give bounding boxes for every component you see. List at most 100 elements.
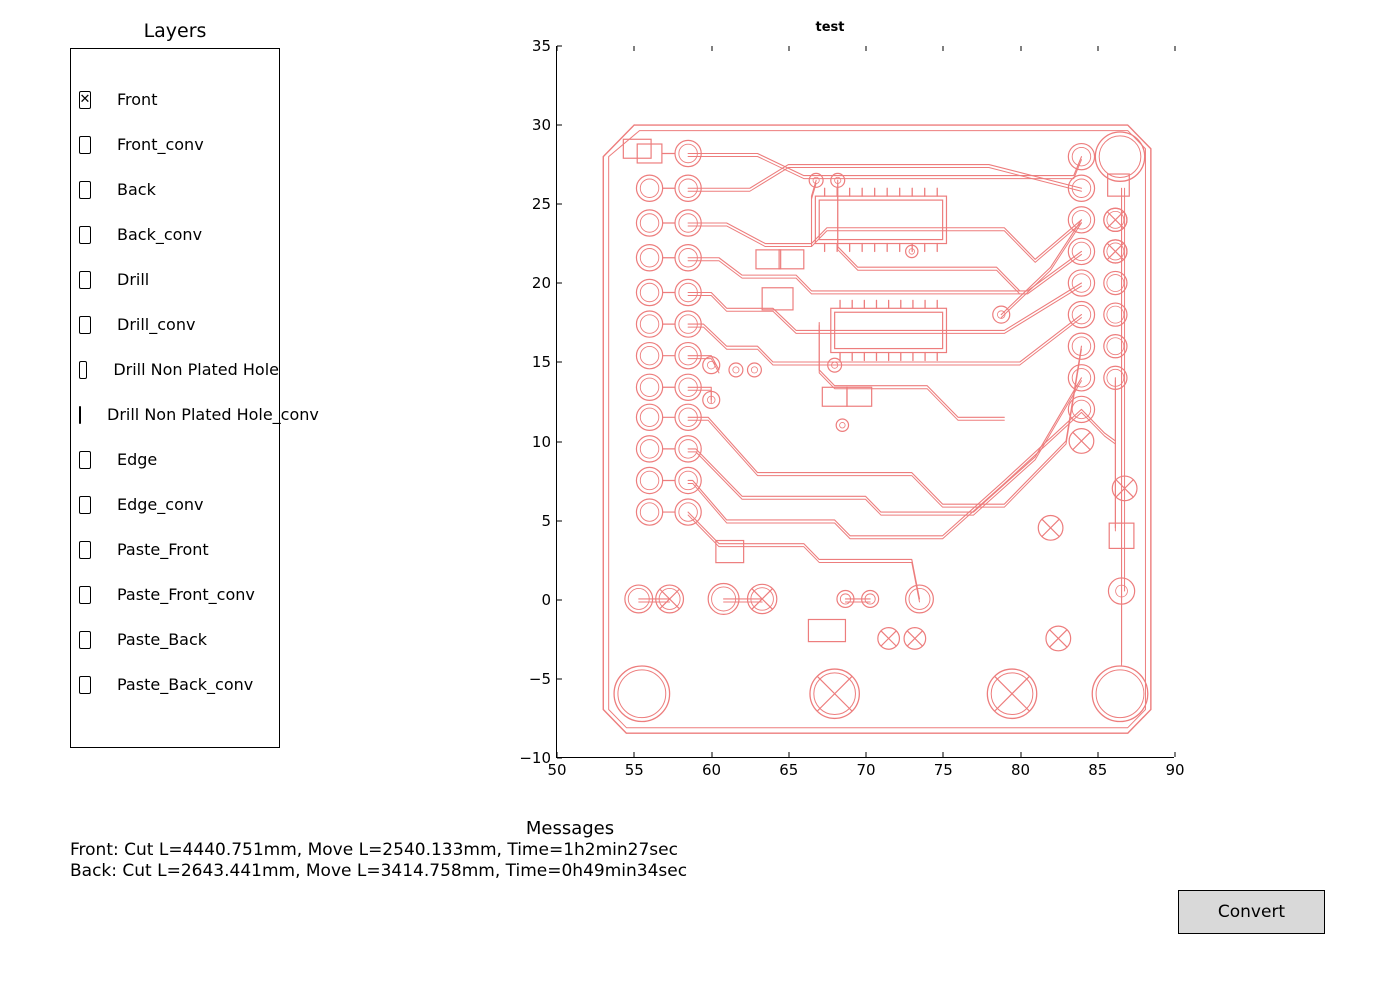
- xtick-top-mark: [711, 46, 712, 51]
- xtick-mark: [1020, 752, 1021, 757]
- plot-title: test: [510, 20, 1150, 35]
- xtick-label: 80: [1011, 761, 1030, 779]
- xtick-top-mark: [943, 46, 944, 51]
- layer-row[interactable]: Drill Non Plated Hole: [71, 347, 279, 392]
- ytick-mark: [557, 678, 562, 679]
- plot-axes: −10−505101520253035505560657075808590: [556, 46, 1174, 758]
- pcb-trace-layer: [557, 46, 1174, 757]
- message-line: Back: Cut L=2643.441mm, Move L=3414.758m…: [70, 861, 1070, 882]
- layer-checkbox[interactable]: [79, 541, 91, 559]
- layer-row[interactable]: Back: [71, 167, 279, 212]
- layer-row[interactable]: Drill_conv: [71, 302, 279, 347]
- xtick-top-mark: [1097, 46, 1098, 51]
- ytick-label: 35: [511, 37, 551, 55]
- xtick-mark: [943, 752, 944, 757]
- layer-label: Edge: [117, 450, 157, 469]
- layer-row[interactable]: Drill Non Plated Hole_conv: [71, 392, 279, 437]
- xtick-mark: [1097, 752, 1098, 757]
- ytick-label: 10: [511, 433, 551, 451]
- layer-checkbox[interactable]: [79, 181, 91, 199]
- ytick-label: 5: [511, 512, 551, 530]
- xtick-top-mark: [557, 46, 558, 51]
- ytick-label: 25: [511, 195, 551, 213]
- plot-area: test −10−5051015202530355055606570758085…: [510, 20, 1190, 770]
- layer-row[interactable]: ✕ Front: [71, 77, 279, 122]
- xtick-label: 85: [1088, 761, 1107, 779]
- ytick-mark: [557, 599, 562, 600]
- app-root: Layers ✕ Front Front_conv Back Back_conv Dril…: [0, 0, 1400, 1000]
- layer-row[interactable]: Edge_conv: [71, 482, 279, 527]
- xtick-top-mark: [1175, 46, 1176, 51]
- layer-checkbox[interactable]: [79, 586, 91, 604]
- layer-checkbox[interactable]: [79, 451, 91, 469]
- layer-label: Front_conv: [117, 135, 204, 154]
- ytick-mark: [557, 362, 562, 363]
- layer-row[interactable]: Front_conv: [71, 122, 279, 167]
- xtick-mark: [1175, 752, 1176, 757]
- ytick-label: 0: [511, 591, 551, 609]
- ytick-mark: [557, 520, 562, 521]
- layers-panel: ✕ Front Front_conv Back Back_conv Drill Drill_…: [70, 48, 280, 748]
- layer-checkbox[interactable]: [79, 631, 91, 649]
- ytick-mark: [557, 758, 562, 759]
- layer-checkbox[interactable]: [79, 361, 87, 379]
- layer-row[interactable]: Paste_Back_conv: [71, 662, 279, 707]
- layer-row[interactable]: Paste_Back: [71, 617, 279, 662]
- ytick-label: −10: [511, 749, 551, 767]
- ytick-label: −5: [511, 670, 551, 688]
- messages-title: Messages: [70, 818, 1070, 839]
- layer-label: Front: [117, 90, 157, 109]
- message-line: Front: Cut L=4440.751mm, Move L=2540.133…: [70, 840, 1070, 861]
- convert-button-label: Convert: [1218, 902, 1285, 922]
- layers-title: Layers: [70, 20, 280, 42]
- xtick-top-mark: [866, 46, 867, 51]
- xtick-top-mark: [634, 46, 635, 51]
- xtick-label: 55: [625, 761, 644, 779]
- layer-checkbox[interactable]: [79, 406, 81, 424]
- xtick-top-mark: [788, 46, 789, 51]
- ytick-label: 15: [511, 353, 551, 371]
- layer-label: Paste_Back: [117, 630, 207, 649]
- layer-checkbox[interactable]: [79, 496, 91, 514]
- layer-label: Drill: [117, 270, 149, 289]
- xtick-label: 75: [934, 761, 953, 779]
- layer-label: Paste_Back_conv: [117, 675, 253, 694]
- ytick-mark: [557, 46, 562, 47]
- ytick-mark: [557, 204, 562, 205]
- layer-label: Paste_Front: [117, 540, 209, 559]
- xtick-label: 70: [856, 761, 875, 779]
- layer-label: Paste_Front_conv: [117, 585, 255, 604]
- xtick-mark: [634, 752, 635, 757]
- layer-label: Drill_conv: [117, 315, 195, 334]
- xtick-mark: [788, 752, 789, 757]
- ytick-mark: [557, 283, 562, 284]
- layer-label: Edge_conv: [117, 495, 203, 514]
- layer-label: Back_conv: [117, 225, 202, 244]
- layer-checkbox[interactable]: ✕: [79, 91, 91, 109]
- layer-checkbox[interactable]: [79, 676, 91, 694]
- layer-checkbox[interactable]: [79, 136, 91, 154]
- layer-row[interactable]: Paste_Front: [71, 527, 279, 572]
- layer-checkbox[interactable]: [79, 316, 91, 334]
- xtick-mark: [866, 752, 867, 757]
- ytick-mark: [557, 441, 562, 442]
- layer-label: Back: [117, 180, 156, 199]
- layer-row[interactable]: Paste_Front_conv: [71, 572, 279, 617]
- convert-button[interactable]: Convert: [1178, 890, 1325, 934]
- ytick-label: 20: [511, 274, 551, 292]
- xtick-top-mark: [1020, 46, 1021, 51]
- layer-row[interactable]: Back_conv: [71, 212, 279, 257]
- layer-row[interactable]: Drill: [71, 257, 279, 302]
- layer-label: Drill Non Plated Hole_conv: [107, 405, 319, 424]
- xtick-label: 90: [1165, 761, 1184, 779]
- xtick-label: 60: [702, 761, 721, 779]
- xtick-label: 65: [779, 761, 798, 779]
- xtick-mark: [711, 752, 712, 757]
- layer-label: Drill Non Plated Hole: [113, 360, 279, 379]
- layer-row[interactable]: Edge: [71, 437, 279, 482]
- ytick-mark: [557, 125, 562, 126]
- layer-checkbox[interactable]: [79, 226, 91, 244]
- xtick-label: 50: [547, 761, 566, 779]
- layer-checkbox[interactable]: [79, 271, 91, 289]
- ytick-label: 30: [511, 116, 551, 134]
